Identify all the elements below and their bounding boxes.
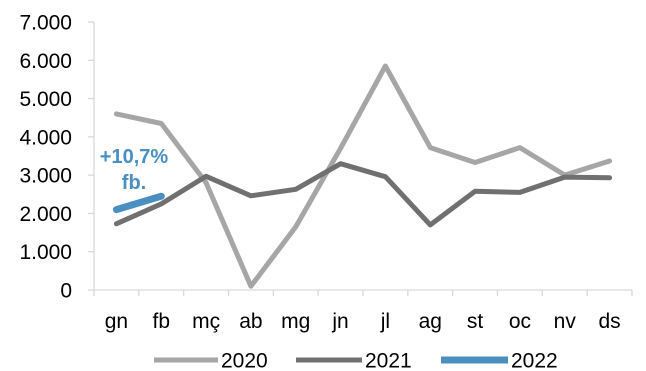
series-line-2021	[113, 161, 613, 228]
y-tick-label: 3.000	[19, 165, 72, 188]
x-tick-label: ds	[598, 310, 620, 333]
x-tick-label: mg	[281, 310, 310, 333]
legend-label-2020: 2020	[221, 350, 268, 371]
x-tick-label: st	[467, 310, 484, 333]
y-tick-label: 5.000	[19, 88, 72, 111]
series-line-2020	[113, 63, 613, 289]
y-tick-label: 6.000	[19, 50, 72, 73]
annotation-line-2: fb.	[122, 172, 146, 194]
legend-label-2021: 2021	[365, 350, 412, 371]
x-tick-label: ag	[419, 310, 442, 333]
annotation-line-1: +10,7%	[100, 146, 169, 168]
legend-label-2022: 2022	[511, 350, 558, 371]
x-tick-label: gn	[105, 310, 128, 333]
y-axis-tick-labels: 0 1.000 2.000 3.000 4.000 5.000 6.000 7.000	[19, 12, 72, 303]
annotation-2022-change: +10,7% fb.	[100, 146, 169, 194]
x-axis-tick-labels: gn fb mç ab mg jn jl ag st oc nv ds	[105, 310, 621, 333]
y-tick-label: 2.000	[19, 203, 72, 226]
y-tick-label: 1.000	[19, 241, 72, 264]
x-tick-label: nv	[554, 310, 577, 333]
series-lines	[112, 63, 613, 289]
y-tick-label: 4.000	[19, 126, 72, 149]
legend: 2020 2021 2022	[154, 350, 558, 371]
axes	[88, 21, 633, 296]
x-tick-label: ab	[239, 310, 262, 333]
x-tick-label: fb	[152, 310, 170, 333]
y-tick-label: 0	[60, 280, 72, 303]
x-tick-label: mç	[192, 310, 220, 333]
x-tick-label: jl	[380, 310, 390, 333]
series-line-2022	[112, 192, 165, 214]
x-tick-label: jn	[331, 310, 348, 333]
x-tick-label: oc	[509, 310, 531, 333]
y-tick-label: 7.000	[19, 12, 72, 35]
